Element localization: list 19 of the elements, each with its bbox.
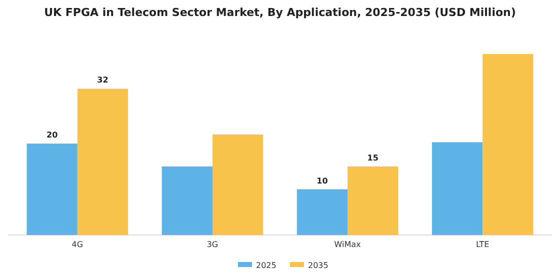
x-tick-label: WiMax bbox=[334, 240, 362, 249]
x-tick-label: LTE bbox=[476, 240, 490, 249]
x-tick-label: 3G bbox=[206, 240, 218, 249]
bar bbox=[348, 166, 398, 235]
data-label: 15 bbox=[367, 153, 379, 162]
bar bbox=[296, 189, 348, 235]
chart-title: UK FPGA in Telecom Sector Market, By Application, 2025-2035 (USD Million) bbox=[44, 6, 516, 19]
bar bbox=[26, 144, 78, 235]
bar bbox=[432, 142, 483, 235]
legend-label: 2035 bbox=[308, 261, 328, 270]
bar bbox=[482, 54, 534, 235]
x-tick-label: 4G bbox=[72, 240, 84, 249]
legend-label: 2025 bbox=[256, 261, 276, 270]
bar bbox=[77, 88, 128, 235]
data-label: 10 bbox=[316, 176, 328, 186]
data-label: 32 bbox=[97, 76, 108, 85]
bar bbox=[162, 166, 212, 235]
data-label: 20 bbox=[46, 130, 58, 140]
bar bbox=[212, 134, 264, 235]
